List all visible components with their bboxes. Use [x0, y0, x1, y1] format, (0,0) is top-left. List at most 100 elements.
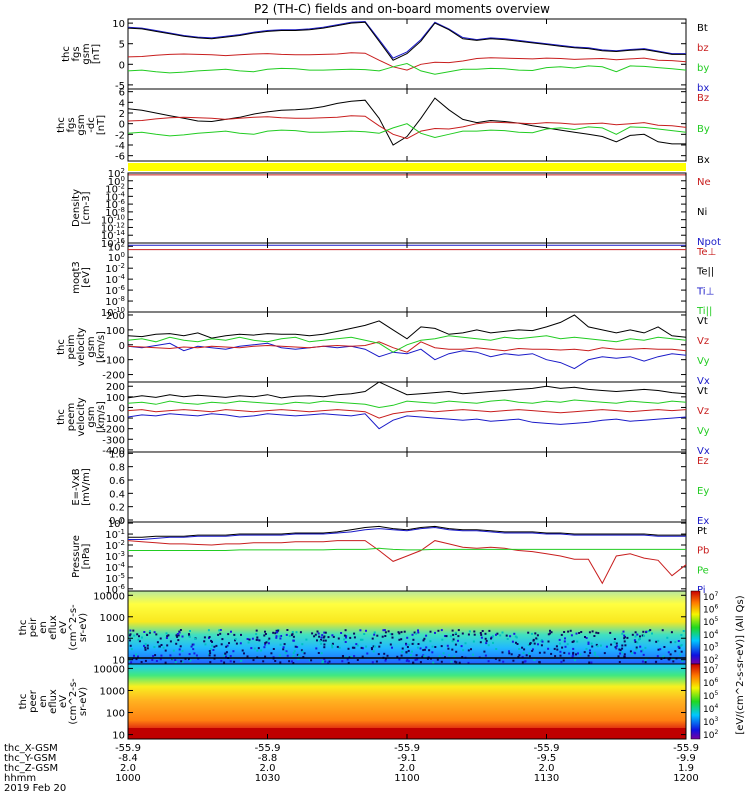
noise-pixel — [512, 659, 515, 662]
noise-pixel — [296, 646, 299, 648]
ylabel-density-line: [cm-3] — [81, 191, 92, 224]
noise-pixel — [583, 651, 586, 654]
noise-pixel — [490, 636, 493, 639]
noise-pixel — [343, 638, 346, 641]
noise-pixel — [188, 653, 191, 656]
noise-pixel — [292, 635, 295, 638]
noise-pixel — [651, 632, 653, 635]
ylabel-fgs_dc-line: -dc — [86, 117, 97, 132]
noise-pixel — [467, 633, 470, 636]
noise-pixel — [452, 638, 455, 641]
noise-pixel — [383, 652, 386, 655]
noise-pixel — [510, 653, 513, 656]
series-fgs_dc-Bz — [127, 115, 687, 140]
legend-fgs_dc-1: By — [697, 124, 710, 135]
legend-moments_temp-3: Ti|| — [696, 306, 712, 317]
colorbar-tick-peer: 107 — [703, 664, 718, 676]
legend-density-0: Ne — [697, 177, 711, 188]
noise-pixel — [532, 638, 535, 641]
ylabel-fgs_dc-line: [nT] — [96, 115, 107, 135]
noise-pixel — [278, 635, 281, 638]
noise-pixel — [412, 638, 415, 641]
noise-pixel — [649, 629, 652, 632]
noise-pixel — [401, 650, 404, 653]
noise-pixel — [496, 632, 499, 635]
noise-pixel — [323, 646, 326, 649]
noise-pixel — [194, 637, 197, 640]
noise-pixel — [567, 630, 570, 633]
noise-pixel — [184, 657, 187, 660]
noise-pixel — [359, 638, 362, 641]
noise-pixel — [247, 641, 250, 644]
noise-pixel — [638, 638, 640, 641]
noise-pixel — [657, 648, 660, 651]
ytick-label-peir: 10000 — [93, 591, 125, 602]
noise-pixel — [316, 639, 318, 642]
noise-pixel — [641, 649, 644, 652]
noise-pixel — [453, 655, 456, 658]
noise-pixel — [292, 652, 295, 655]
noise-pixel — [146, 634, 149, 636]
ytick-label-peem_velocity: 0 — [119, 403, 125, 414]
noise-pixel — [377, 653, 380, 656]
noise-pixel — [384, 631, 387, 634]
noise-pixel — [276, 631, 279, 634]
noise-pixel — [282, 646, 285, 649]
noise-pixel — [527, 631, 530, 634]
noise-pixel — [678, 646, 681, 649]
noise-pixel — [614, 646, 617, 649]
legend-efield-2: Ex — [697, 516, 709, 527]
noise-pixel — [635, 646, 638, 649]
noise-pixel — [345, 636, 347, 639]
noise-pixel — [538, 651, 541, 654]
noise-pixel — [234, 639, 236, 642]
noise-pixel — [213, 654, 216, 657]
noise-pixel — [275, 635, 278, 638]
noise-pixel — [375, 660, 378, 663]
noise-pixel — [300, 649, 303, 652]
ytick-label-peem_velocity: -300 — [102, 435, 125, 446]
series-fgs_dc-By — [127, 123, 687, 139]
ytick-label-peir: 100 — [106, 634, 125, 645]
noise-pixel — [230, 630, 232, 633]
noise-pixel — [644, 646, 647, 649]
legend-peem_velocity-2: Vy — [697, 426, 710, 437]
noise-pixel — [224, 652, 227, 655]
noise-pixel — [407, 660, 410, 663]
noise-pixel — [576, 640, 579, 643]
ytick-label-peem_velocity: -200 — [102, 425, 125, 436]
ytick-label-fgs_dc: 4 — [119, 98, 125, 109]
noise-pixel — [528, 652, 531, 655]
noise-pixel — [599, 644, 602, 647]
noise-pixel — [446, 644, 449, 647]
xtick-label-row1: -9.1 — [397, 753, 417, 764]
noise-pixel — [407, 649, 410, 652]
noise-pixel — [587, 654, 590, 657]
noise-pixel — [155, 660, 158, 662]
ytick-label-efield: 0.2 — [109, 503, 125, 514]
noise-pixel — [270, 652, 273, 655]
series-fgs-bx — [127, 21, 686, 61]
ylabel-peir-line: peir — [28, 617, 39, 637]
noise-pixel — [181, 650, 184, 652]
ytick-label-fgs: -5 — [115, 81, 125, 92]
ylabel-peem_velocity: thc peem velocity gsm [km/s] — [56, 397, 107, 436]
noise-pixel — [511, 640, 514, 643]
noise-pixel — [223, 661, 226, 664]
series-peem_velocity-Vy — [127, 399, 687, 409]
noise-pixel — [340, 632, 343, 634]
legend-peem_velocity-3: Vx — [697, 446, 710, 457]
noise-pixel — [253, 647, 256, 650]
noise-pixel — [165, 632, 168, 635]
noise-pixel — [144, 648, 147, 651]
ylabel-density-line: Density — [71, 189, 82, 227]
noise-pixel — [263, 634, 266, 637]
xtick-label-row1: -8.8 — [258, 753, 278, 764]
noise-pixel — [322, 636, 325, 639]
noise-pixel — [292, 639, 295, 642]
noise-pixel — [292, 655, 295, 658]
noise-pixel — [141, 636, 143, 639]
noise-pixel — [209, 648, 212, 651]
noise-pixel — [264, 643, 267, 646]
colorbar-peir — [690, 590, 701, 665]
